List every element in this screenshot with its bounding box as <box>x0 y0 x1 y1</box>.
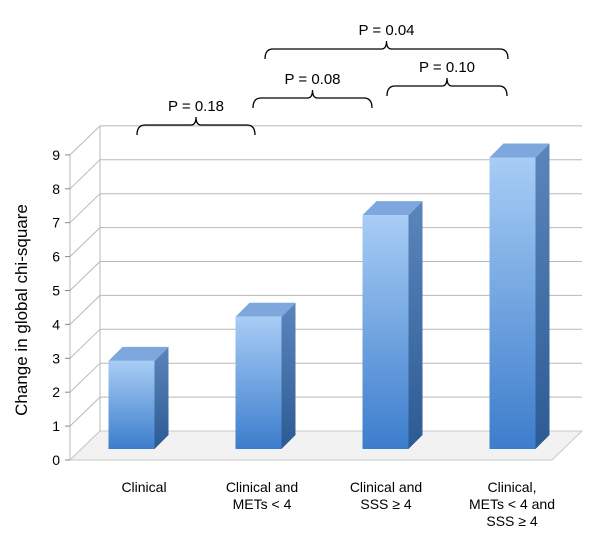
gridline-diagonal <box>69 125 101 156</box>
y-tick-label: 1 <box>52 418 60 434</box>
x-tick-label-line: Clinical <box>121 479 167 495</box>
p-value-bracket: P = 0.08 <box>252 71 373 109</box>
y-tick-label: 9 <box>52 147 60 163</box>
x-tick-label-line: Clinical and <box>349 479 423 495</box>
gridline-diagonal <box>69 159 101 190</box>
gridline-diagonal <box>69 227 101 257</box>
bracket-line <box>264 40 509 60</box>
y-tick-label: 2 <box>52 384 60 400</box>
p-value-label: P = 0.08 <box>284 71 340 88</box>
x-tick-label-line: SSS ≥ 4 <box>360 496 412 512</box>
x-tick-label: Clinical and METs < 4 <box>197 479 327 513</box>
x-tick-label: Clinical <box>79 479 209 496</box>
bar <box>489 143 550 449</box>
y-tick-label: 3 <box>52 350 60 366</box>
x-tick-label-line: Clinical, <box>487 479 537 495</box>
y-tick-label: 8 <box>52 181 60 197</box>
p-value-label: P = 0.04 <box>358 22 414 39</box>
bar-top <box>489 143 550 158</box>
x-tick-label-line: SSS ≥ 4 <box>486 513 538 529</box>
gridline-diagonal <box>69 362 101 393</box>
bar-front <box>362 215 409 449</box>
bracket-line <box>136 116 256 136</box>
bar-side <box>408 201 423 449</box>
x-tick-label: Clinical and SSS ≥ 4 <box>321 479 451 513</box>
gridline-diagonal <box>69 396 101 427</box>
gridline-diagonal <box>69 328 101 359</box>
bar-side <box>281 302 296 449</box>
y-tick-label: 7 <box>52 215 60 231</box>
x-tick-label-line: METs < 4 and <box>469 496 555 512</box>
x-tick-label-line: Clinical and <box>225 479 299 495</box>
x-tick-label: Clinical, METs < 4 and SSS ≥ 4 <box>447 479 577 530</box>
bar <box>108 346 169 449</box>
bar-front <box>108 360 155 449</box>
bar-top <box>108 346 169 361</box>
y-tick-label: 0 <box>52 452 60 468</box>
bar-side <box>154 346 169 449</box>
bars <box>108 143 550 449</box>
bar-top <box>362 201 423 216</box>
p-value-bracket: P = 0.10 <box>386 59 508 97</box>
y-axis-label: Change in global chi-square <box>12 204 31 416</box>
significance-brackets: P = 0.18 P = 0.08 P = 0.10 P = 0.04 <box>136 22 509 136</box>
bar-side <box>535 143 550 449</box>
y-tick-label: 4 <box>52 316 60 332</box>
x-tick-label-line: METs < 4 <box>232 496 292 512</box>
bar <box>235 302 296 449</box>
bracket-line <box>386 77 508 97</box>
y-tick-label: 6 <box>52 249 60 265</box>
bar-front <box>235 316 282 449</box>
gridline-diagonal <box>69 193 101 224</box>
y-tick-label: 5 <box>52 283 60 299</box>
floor <box>68 430 584 461</box>
p-value-bracket: P = 0.04 <box>264 22 509 60</box>
p-value-label: P = 0.10 <box>419 59 475 76</box>
bar-front <box>489 157 536 449</box>
p-value-label: P = 0.18 <box>168 98 224 115</box>
bracket-line <box>252 89 373 109</box>
bar-top <box>235 302 296 317</box>
bar <box>362 201 423 449</box>
gridline-diagonal <box>69 295 101 325</box>
p-value-bracket: P = 0.18 <box>136 98 256 136</box>
y-axis-ticks: 0 1 2 3 4 5 6 7 8 9 <box>52 147 70 468</box>
gridline-diagonal <box>69 261 101 291</box>
